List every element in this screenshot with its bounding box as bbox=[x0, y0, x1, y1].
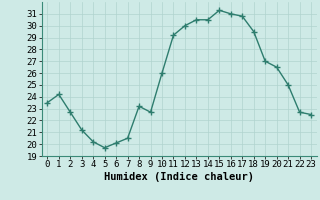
X-axis label: Humidex (Indice chaleur): Humidex (Indice chaleur) bbox=[104, 172, 254, 182]
